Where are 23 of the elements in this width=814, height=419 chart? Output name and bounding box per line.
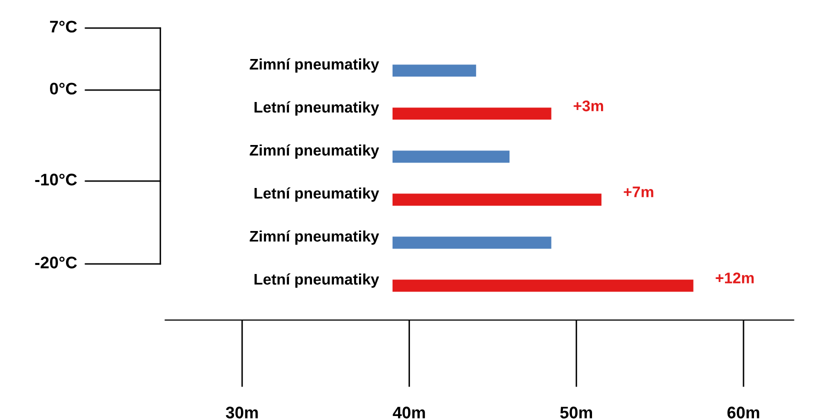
- y-tick-label: Letní pneumatiky: [254, 273, 380, 288]
- x-tick-label: 30m: [226, 406, 258, 418]
- text: 0°C: [50, 82, 77, 95]
- bar: [392, 108, 552, 120]
- text: -10°C: [35, 174, 77, 186]
- bar: [392, 236, 552, 249]
- y-tick-label: Zimní pneumatiky: [250, 58, 380, 73]
- y-tick-label: Zimní pneumatiky: [250, 230, 380, 245]
- annotation: +3m: [574, 100, 604, 112]
- x-tick-label: 40m: [392, 406, 425, 418]
- annotation: +7m: [624, 186, 654, 198]
- text: -20°C: [35, 256, 77, 268]
- bar: [392, 150, 510, 163]
- annotation: +12m: [716, 272, 754, 284]
- bar: [392, 64, 476, 77]
- bar: [392, 280, 694, 292]
- x-tick-label: 60m: [727, 406, 760, 418]
- bar: [392, 194, 602, 206]
- y-tick-label: Letní pneumatiky: [254, 101, 380, 116]
- y-tick-label: Zimní pneumatiky: [250, 144, 380, 159]
- y-tick-label: Letní pneumatiky: [254, 187, 380, 202]
- text: 7°C: [50, 20, 77, 33]
- x-tick-label: 50m: [560, 406, 592, 418]
